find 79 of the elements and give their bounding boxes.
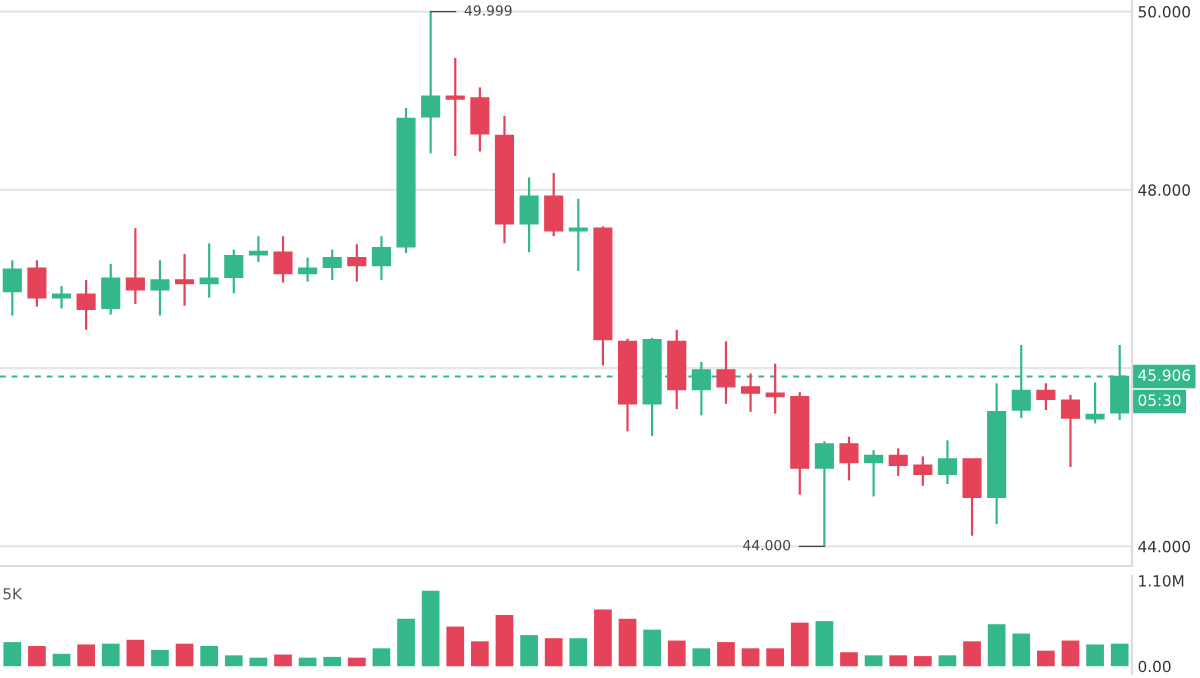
candlestick bbox=[1085, 381, 1105, 425]
candlestick bbox=[445, 56, 465, 158]
bar bbox=[618, 618, 637, 667]
bar bbox=[717, 642, 735, 667]
candlestick bbox=[371, 235, 391, 281]
candlestick bbox=[76, 278, 96, 331]
candlestick bbox=[347, 243, 367, 283]
candlestick bbox=[125, 227, 145, 306]
candlestick bbox=[199, 242, 219, 299]
bar bbox=[200, 646, 219, 667]
candlestick bbox=[839, 435, 859, 482]
candlestick bbox=[1036, 382, 1056, 412]
bar bbox=[151, 649, 169, 667]
bar bbox=[889, 655, 908, 667]
bar bbox=[569, 638, 588, 667]
candlestick bbox=[544, 171, 564, 238]
bar bbox=[1037, 650, 1055, 667]
bar bbox=[963, 641, 981, 667]
bar bbox=[126, 639, 145, 667]
candlestick bbox=[248, 235, 268, 264]
candlestick bbox=[27, 259, 47, 308]
bar bbox=[544, 638, 563, 667]
candlestick bbox=[224, 248, 244, 295]
candlestick bbox=[741, 372, 761, 413]
bar bbox=[3, 642, 22, 667]
candlestick bbox=[814, 440, 834, 548]
bar bbox=[790, 622, 809, 667]
candlestick bbox=[150, 259, 170, 317]
candlestick bbox=[962, 457, 982, 537]
bar bbox=[667, 640, 686, 667]
candlestick bbox=[51, 285, 72, 310]
bar bbox=[28, 646, 46, 667]
candlestick bbox=[568, 197, 588, 273]
candlestick bbox=[519, 176, 539, 254]
bar bbox=[495, 614, 514, 667]
candlestick bbox=[273, 235, 293, 284]
bar bbox=[372, 648, 391, 667]
bar bbox=[913, 656, 932, 667]
bar bbox=[692, 648, 711, 667]
bar bbox=[471, 641, 489, 667]
bar bbox=[175, 643, 194, 667]
bar bbox=[446, 626, 465, 667]
bar bbox=[52, 653, 71, 667]
bar bbox=[224, 655, 243, 667]
bar bbox=[274, 654, 292, 667]
bar bbox=[864, 655, 883, 667]
candlestick bbox=[322, 248, 342, 281]
candlestick bbox=[1060, 393, 1081, 469]
candlestick bbox=[175, 252, 195, 307]
bar bbox=[101, 643, 120, 667]
bar bbox=[323, 656, 342, 667]
candlestick bbox=[937, 439, 957, 486]
bar bbox=[1012, 633, 1031, 667]
bar bbox=[520, 635, 538, 667]
candlestick bbox=[716, 340, 736, 405]
candlestick bbox=[913, 455, 933, 487]
candlestick bbox=[101, 262, 121, 316]
bar bbox=[397, 618, 415, 667]
candlestick bbox=[298, 256, 318, 283]
bar bbox=[1061, 640, 1080, 667]
bar bbox=[938, 655, 957, 667]
bar bbox=[594, 609, 612, 667]
candlestick bbox=[765, 362, 785, 415]
bar bbox=[766, 648, 785, 667]
bar bbox=[840, 652, 858, 667]
bar bbox=[77, 644, 95, 667]
candlestick bbox=[888, 447, 908, 478]
bar bbox=[1110, 643, 1129, 667]
candlestick bbox=[864, 449, 884, 498]
bar bbox=[1086, 644, 1104, 667]
candlestick bbox=[470, 86, 490, 153]
bar bbox=[347, 657, 366, 667]
candlestick bbox=[421, 10, 441, 155]
bar bbox=[421, 590, 440, 667]
bar bbox=[987, 624, 1006, 667]
bar bbox=[643, 629, 661, 667]
bar bbox=[815, 621, 834, 667]
bar bbox=[741, 648, 760, 667]
candlestick bbox=[2, 259, 22, 317]
